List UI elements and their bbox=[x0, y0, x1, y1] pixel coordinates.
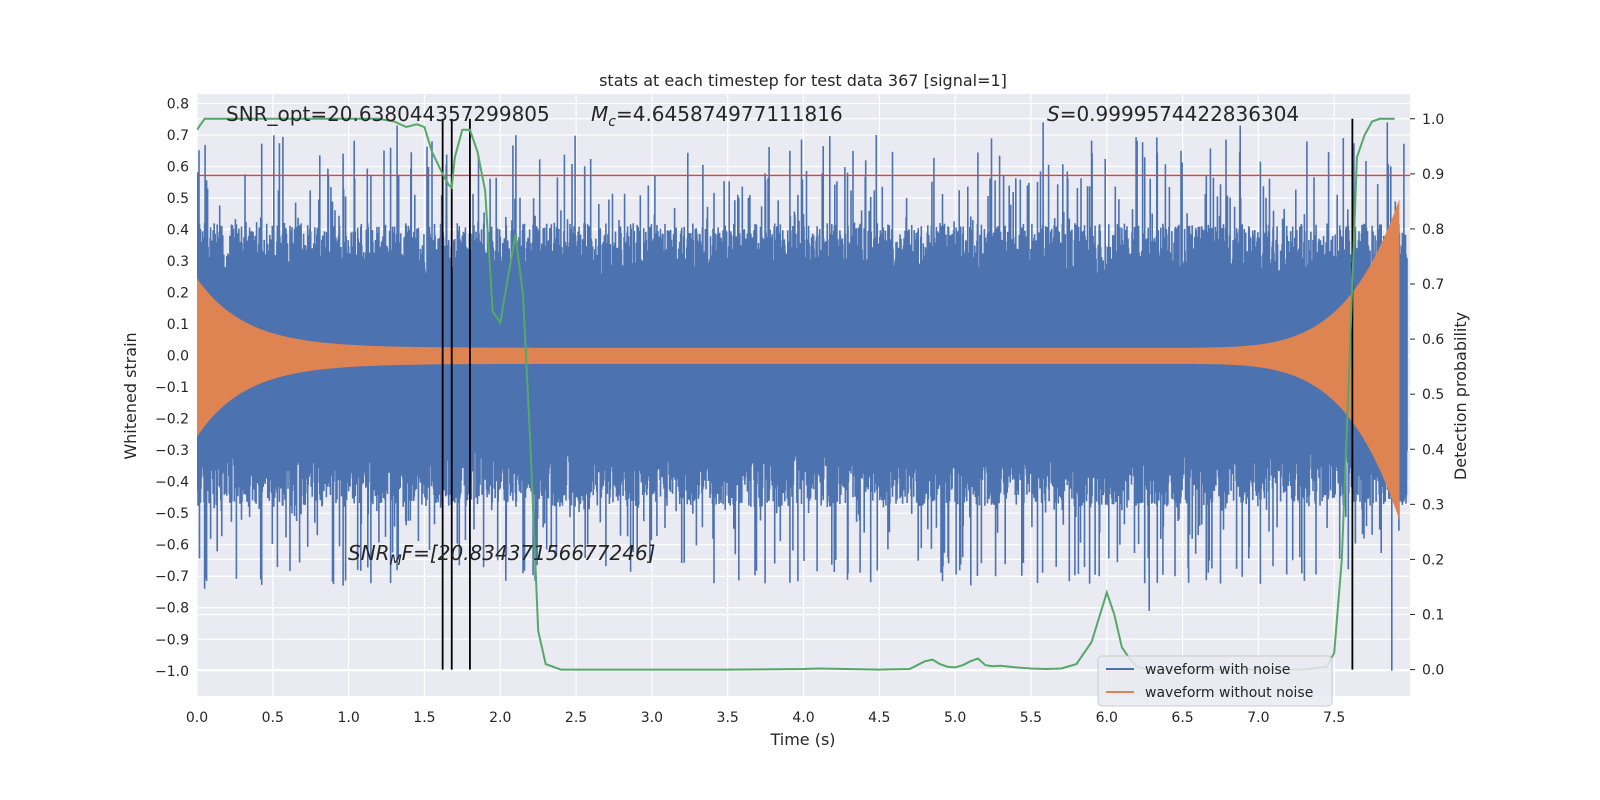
x-tick-label: 1.5 bbox=[413, 710, 435, 726]
y-tick-label: −1.0 bbox=[155, 664, 189, 680]
x-tick-label: 1.0 bbox=[337, 710, 359, 726]
y-tick-label: 0.5 bbox=[167, 191, 189, 207]
x-tick-label: 0.5 bbox=[262, 710, 284, 726]
snr-mf-symbol: SNR bbox=[348, 541, 390, 565]
score-symbol: S bbox=[1047, 102, 1060, 126]
y2-tick-labels: 1.0 0.9 0.8 0.7 0.6 0.5 0.4 0.3 0.2 0.1 0.0 bbox=[1410, 112, 1444, 679]
y-tick-label: 0.7 bbox=[167, 128, 189, 144]
y2-tick-label: 0.0 bbox=[1422, 663, 1444, 679]
legend: waveform with noise waveform without noi… bbox=[1097, 655, 1333, 707]
x-tick-labels: 0.0 0.5 1.0 1.5 2.0 2.5 3.0 3.5 4.0 4.5 5.0 5.5 6.0 6… bbox=[186, 710, 1345, 726]
y-tick-label: 0.4 bbox=[167, 223, 189, 239]
y-tick-label: 0.8 bbox=[167, 96, 189, 112]
legend-box bbox=[1097, 655, 1333, 707]
y-tick-label: −0.4 bbox=[155, 475, 189, 491]
vertical-markers bbox=[441, 118, 1354, 670]
chirp-envelope bbox=[197, 198, 1400, 521]
y-tick-label: −0.2 bbox=[155, 412, 189, 428]
y-tick-label: −0.9 bbox=[155, 632, 189, 648]
y-tick-label: −0.3 bbox=[155, 443, 189, 459]
y-tick-labels: 0.8 0.7 0.6 0.5 0.4 0.3 0.2 0.1 0.0 −0.1 −0.2 −0.3 −… bbox=[155, 96, 189, 679]
y-axis-label: Whitened strain bbox=[121, 332, 140, 459]
x-tick-label: 0.0 bbox=[186, 710, 208, 726]
legend-label-noise: waveform with noise bbox=[1145, 662, 1290, 678]
y-tick-label: −0.8 bbox=[155, 601, 189, 617]
x-tick-label: 3.0 bbox=[641, 710, 663, 726]
chirp-mass-value: =4.645874977111816 bbox=[616, 102, 843, 126]
y-tick-label: 0.3 bbox=[167, 254, 189, 270]
y-tick-label: 0.6 bbox=[167, 159, 189, 175]
snr-opt-annotation: SNR_opt=20.638044357299805 bbox=[226, 102, 550, 126]
legend-label-no-noise: waveform without noise bbox=[1145, 685, 1313, 701]
snr-mf-value: F=[20.83437156677246] bbox=[402, 541, 656, 565]
y2-tick-label: 0.3 bbox=[1422, 497, 1444, 513]
y2-tick-label: 0.8 bbox=[1422, 222, 1444, 238]
x-tick-label: 7.5 bbox=[1323, 710, 1345, 726]
x-tick-label: 4.5 bbox=[868, 710, 890, 726]
y-tick-label: −0.6 bbox=[155, 538, 189, 554]
y2-tick-label: 0.1 bbox=[1422, 607, 1444, 623]
y-tick-label: 0.0 bbox=[167, 349, 189, 365]
y2-tick-label: 0.4 bbox=[1422, 442, 1444, 458]
y-tick-label: −0.1 bbox=[155, 380, 189, 396]
y2-tick-label: 1.0 bbox=[1422, 112, 1444, 128]
score-value: =0.9999574422836304 bbox=[1060, 102, 1299, 126]
x-tick-label: 7.0 bbox=[1247, 710, 1269, 726]
chirp-mass-annotation: Mc=4.645874977111816 bbox=[591, 102, 843, 130]
chirp-mass-symbol: M bbox=[591, 102, 608, 126]
y2-tick-label: 0.2 bbox=[1422, 552, 1444, 568]
y2-tick-label: 0.5 bbox=[1422, 387, 1444, 403]
y-tick-label: 0.2 bbox=[167, 286, 189, 302]
x-tick-label: 3.5 bbox=[717, 710, 739, 726]
y-tick-label: 0.1 bbox=[167, 317, 189, 333]
y2-tick-label: 0.6 bbox=[1422, 332, 1444, 348]
x-tick-label: 5.0 bbox=[944, 710, 966, 726]
snr-mf-annotation: SNRMF=[20.83437156677246] bbox=[348, 541, 655, 569]
y-tick-label: −0.5 bbox=[155, 506, 189, 522]
x-tick-label: 2.5 bbox=[565, 710, 587, 726]
chirp-mass-subscript: c bbox=[608, 114, 616, 130]
x-tick-label: 6.5 bbox=[1171, 710, 1193, 726]
x-tick-label: 5.5 bbox=[1020, 710, 1042, 726]
y2-tick-label: 0.9 bbox=[1422, 167, 1444, 183]
x-tick-label: 4.0 bbox=[792, 710, 814, 726]
y-tick-label: −0.7 bbox=[155, 569, 189, 585]
y2-axis-label: Detection probability bbox=[1451, 312, 1470, 480]
x-tick-label: 2.0 bbox=[489, 710, 511, 726]
waveform-without-noise-series bbox=[197, 198, 1400, 521]
snr-mf-subscript: M bbox=[390, 553, 402, 569]
x-axis-label: Time (s) bbox=[769, 730, 835, 749]
chart-title: stats at each timestep for test data 367… bbox=[599, 71, 1007, 90]
x-tick-label: 6.0 bbox=[1096, 710, 1118, 726]
y2-tick-label: 0.7 bbox=[1422, 277, 1444, 293]
score-annotation: S=0.9999574422836304 bbox=[1047, 102, 1299, 126]
